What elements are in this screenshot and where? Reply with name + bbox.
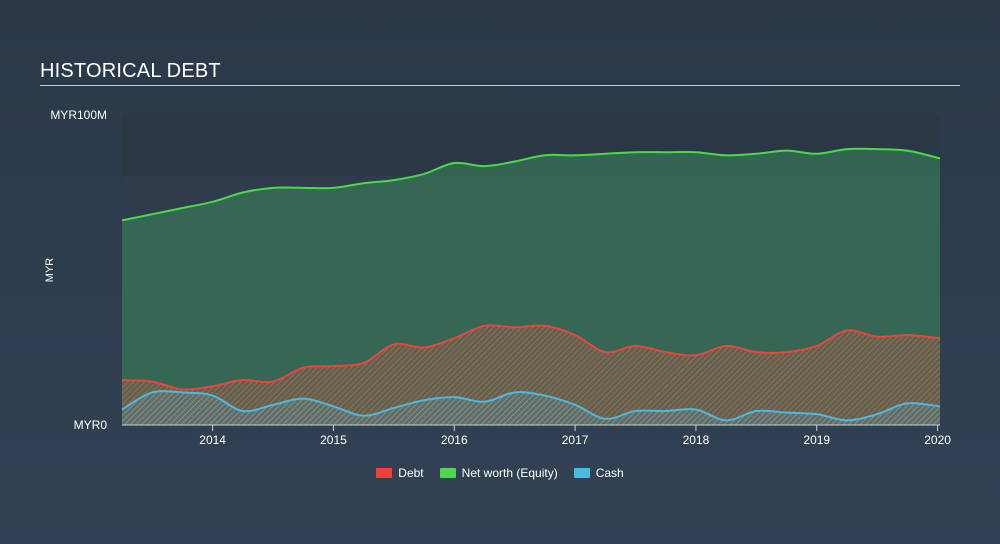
x-tick-label: 2016 [441, 433, 468, 447]
y-tick-top: MYR100M [50, 108, 107, 122]
legend-swatch-cash [573, 468, 590, 478]
equity-line [121, 147, 941, 222]
x-tick-label: 2018 [683, 433, 710, 447]
title-divider [40, 85, 960, 86]
legend-swatch-equity [439, 468, 456, 478]
y-axis-label: MYR [44, 258, 56, 283]
legend-item-cash[interactable]: Cash [573, 466, 624, 480]
cash-line [121, 390, 941, 422]
chart-title: HISTORICAL DEBT [40, 60, 221, 82]
x-tick-label: 2015 [320, 433, 347, 447]
x-tick-label: 2014 [199, 433, 226, 447]
legend-item-equity[interactable]: Net worth (Equity) [439, 466, 558, 480]
legend-label-debt: Debt [398, 466, 424, 480]
x-tick-label: 2020 [924, 433, 951, 447]
x-tick-label: 2017 [562, 433, 589, 447]
x-tick-label: 2019 [803, 433, 830, 447]
legend-label-cash: Cash [595, 466, 624, 480]
cash-area [122, 391, 940, 425]
legend-label-equity: Net worth (Equity) [461, 466, 558, 480]
debt-line [121, 324, 941, 391]
legend-swatch-debt [376, 468, 393, 478]
chart-legend: Debt Net worth (Equity) Cash [0, 466, 1000, 480]
y-tick-bottom: MYR0 [74, 418, 108, 432]
legend-item-debt[interactable]: Debt [376, 466, 424, 480]
debt-area [122, 325, 940, 425]
